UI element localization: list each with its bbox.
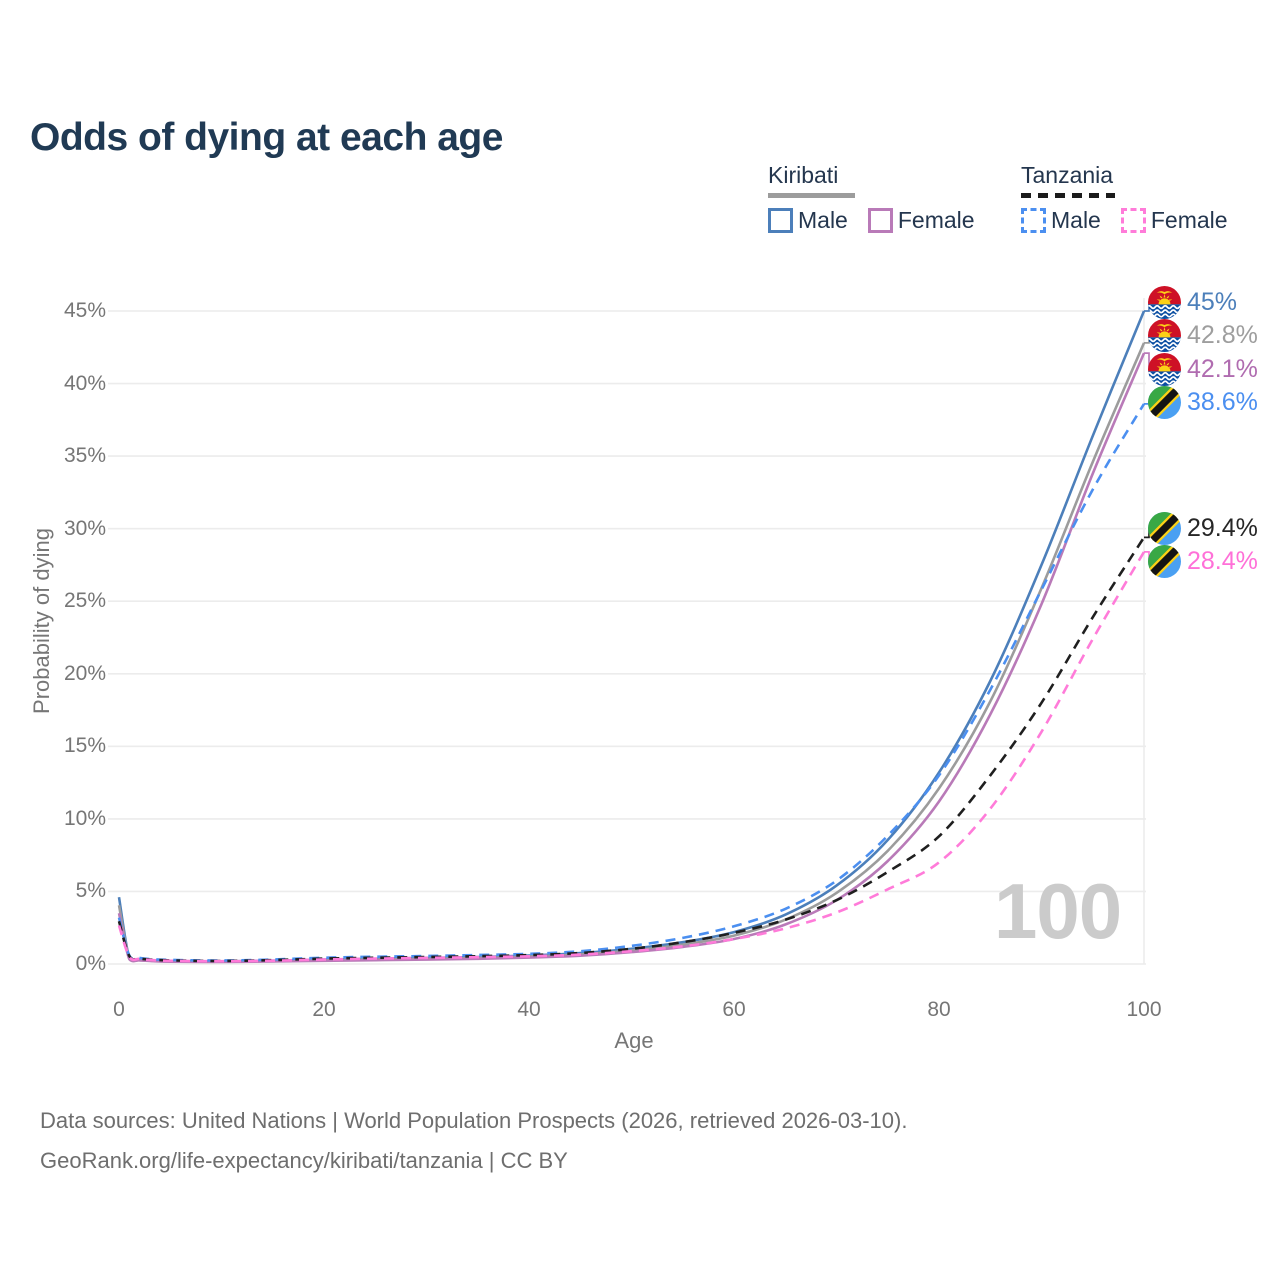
y-tick-label-10%: 10% (63, 806, 106, 830)
legend-item-kiribati-male[interactable]: Male (768, 207, 848, 234)
series-line-tanzania-male[interactable] (117, 403, 1146, 962)
end-value-kiribati-female: 42.1% (1187, 354, 1258, 383)
end-value-tanzania-male: 38.6% (1187, 388, 1258, 416)
y-tick-label-5%: 5% (75, 879, 106, 903)
end-label-kiribati-male: 45% (1148, 286, 1237, 319)
y-tick-label-0%: 0% (75, 952, 106, 975)
legend-country-kiribati: Kiribati (768, 162, 839, 188)
y-tick-label-20%: 20% (63, 661, 106, 685)
tanzania-female-swatch-icon (1120, 208, 1146, 233)
tanzania-male-label: Male (1051, 207, 1101, 233)
kiribati-male-swatch-icon (768, 208, 793, 233)
legend-item-tanzania-female[interactable]: Female (1120, 207, 1228, 234)
tanzania-flag-icon (1148, 386, 1181, 419)
footer-attribution: GeoRank.org/life-expectancy/kiribati/tan… (40, 1148, 568, 1173)
end-label-tanzania-female: 28.4% (1148, 545, 1258, 578)
x-tick-label-80: 80 (927, 998, 951, 1021)
kiribati-female-label: Female (897, 207, 975, 233)
watermark-age-100: 100 (994, 867, 1122, 955)
y-tick-label-40%: 40% (63, 371, 106, 395)
y-tick-label-45%: 45% (63, 299, 106, 322)
footer-data-sources: Data sources: United Nations | World Pop… (40, 1108, 908, 1133)
legend-country-tanzania: Tanzania (1021, 162, 1114, 188)
legend-underline-tanzania (1021, 193, 1115, 198)
series-line-kiribati-both-sexes[interactable] (117, 342, 1146, 964)
y-tick-label-30%: 30% (63, 516, 106, 540)
legend-group-tanzania: Tanzania Male Female (1021, 162, 1228, 234)
kiribati-flag-icon (1148, 286, 1181, 319)
end-value-kiribati-male: 45% (1187, 287, 1238, 316)
x-tick-label-60: 60 (722, 998, 746, 1021)
tanzania-flag-icon (1148, 545, 1181, 578)
end-value-tanzania-female: 28.4% (1187, 547, 1258, 576)
tanzania-male-swatch-icon (1021, 208, 1046, 233)
end-value-tanzania-both-sexes: 29.4% (1187, 513, 1258, 542)
end-label-tanzania-male: 38.6% (1148, 386, 1258, 419)
page-title: Odds of dying at each age (30, 116, 503, 160)
series-line-tanzania-both-sexes[interactable] (117, 536, 1146, 963)
end-label-tanzania-both-sexes: 29.4% (1148, 512, 1258, 545)
x-axis-title: Age (614, 1028, 654, 1053)
kiribati-male-label: Male (798, 207, 848, 233)
legend-group-kiribati: Kiribati Male Female (768, 162, 975, 234)
x-tick-label-40: 40 (517, 998, 541, 1021)
series-line-kiribati-male[interactable] (117, 310, 1146, 963)
series-line-kiribati-female[interactable] (117, 352, 1146, 964)
legend-item-kiribati-female[interactable]: Female (867, 207, 975, 234)
y-tick-label-35%: 35% (63, 444, 106, 468)
x-tick-label-100: 100 (1126, 998, 1162, 1021)
end-label-kiribati-female: 42.1% (1148, 353, 1258, 386)
y-tick-label-15%: 15% (63, 734, 106, 758)
y-tick-label-25%: 25% (63, 589, 106, 613)
tanzania-flag-icon (1148, 512, 1181, 545)
kiribati-female-swatch-icon (867, 208, 893, 233)
end-value-kiribati-both-sexes: 42.8% (1187, 321, 1258, 349)
legend-underline-kiribati (768, 193, 855, 198)
kiribati-flag-icon (1148, 319, 1181, 352)
series-line-tanzania-female[interactable] (117, 551, 1146, 963)
tanzania-female-label: Female (1150, 207, 1228, 233)
end-label-kiribati-both-sexes: 42.8% (1148, 319, 1258, 352)
kiribati-flag-icon (1148, 353, 1181, 386)
x-tick-label-20: 20 (312, 998, 336, 1021)
legend-item-tanzania-male[interactable]: Male (1021, 207, 1101, 234)
x-tick-label-0: 0 (113, 998, 125, 1021)
